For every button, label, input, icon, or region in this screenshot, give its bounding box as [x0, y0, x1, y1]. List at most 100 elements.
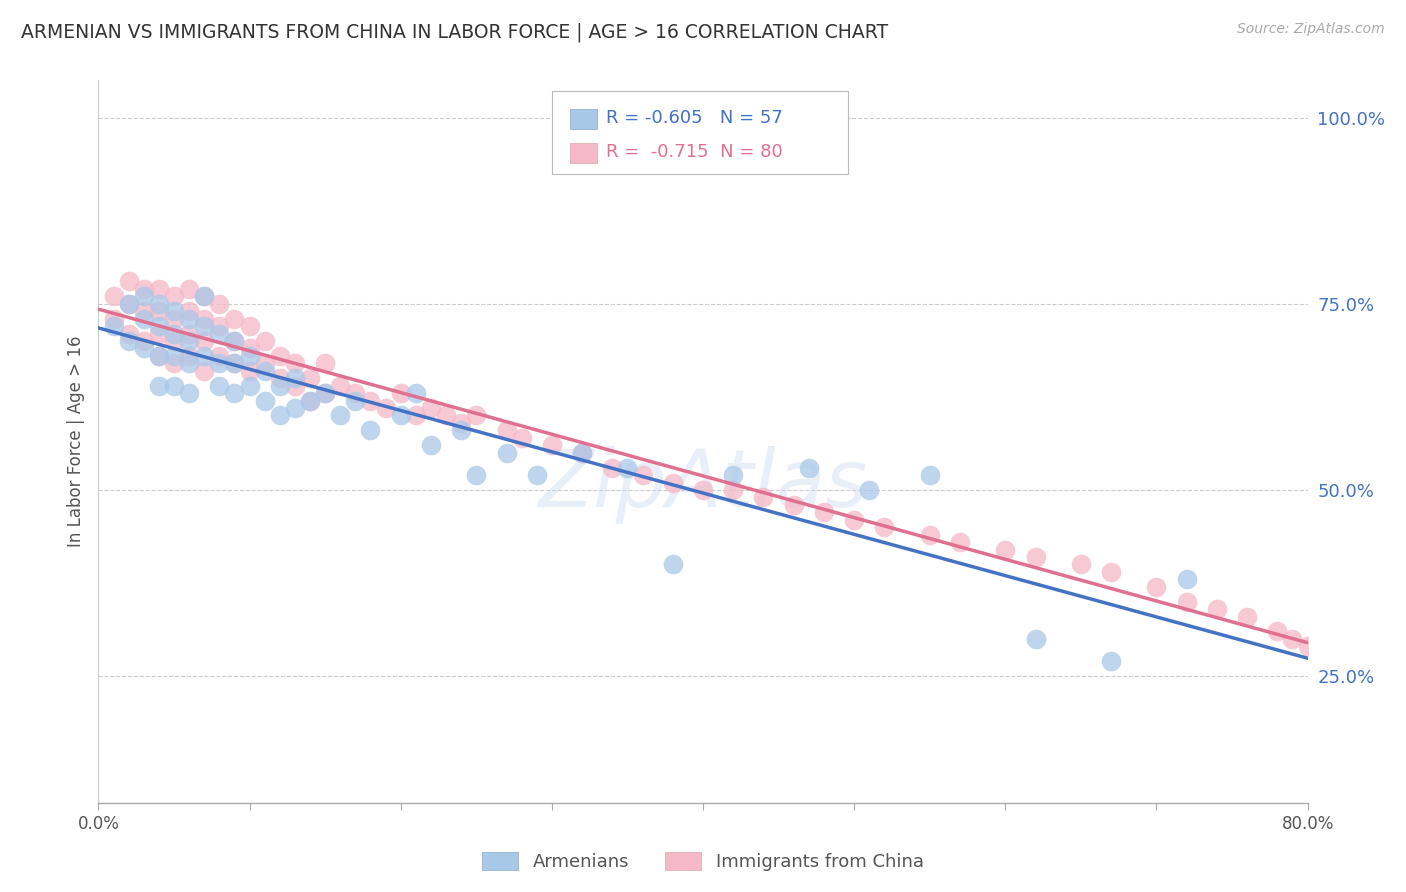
- Point: [132, 342, 155, 356]
- Point: [148, 297, 170, 311]
- Point: [602, 460, 624, 475]
- Point: [148, 378, 170, 392]
- Point: [193, 334, 215, 348]
- Point: [148, 326, 170, 341]
- Text: Source: ZipAtlas.com: Source: ZipAtlas.com: [1237, 22, 1385, 37]
- Point: [179, 311, 201, 326]
- Point: [253, 334, 276, 348]
- Point: [692, 483, 714, 497]
- Point: [239, 349, 262, 363]
- Point: [510, 431, 533, 445]
- Point: [360, 393, 382, 408]
- Point: [103, 319, 125, 334]
- Point: [495, 446, 517, 460]
- Point: [132, 304, 155, 318]
- Point: [1281, 632, 1303, 646]
- Point: [661, 475, 683, 490]
- Point: [723, 468, 745, 483]
- Point: [103, 289, 125, 303]
- Point: [571, 446, 593, 460]
- Point: [450, 423, 472, 437]
- Point: [163, 326, 186, 341]
- Point: [465, 409, 488, 423]
- Point: [179, 326, 201, 341]
- Point: [193, 349, 215, 363]
- Point: [858, 483, 880, 497]
- Point: [193, 289, 215, 303]
- Point: [344, 393, 367, 408]
- Text: R = -0.605   N = 57: R = -0.605 N = 57: [606, 109, 783, 128]
- Point: [193, 364, 215, 378]
- Point: [389, 409, 412, 423]
- Point: [1236, 609, 1258, 624]
- Point: [224, 334, 246, 348]
- Point: [118, 297, 141, 311]
- Point: [163, 356, 186, 370]
- Point: [495, 423, 517, 437]
- Point: [994, 542, 1017, 557]
- Point: [873, 520, 896, 534]
- Point: [360, 423, 382, 437]
- Point: [239, 364, 262, 378]
- Point: [526, 468, 548, 483]
- Point: [163, 304, 186, 318]
- Point: [224, 334, 246, 348]
- Point: [918, 468, 941, 483]
- Point: [224, 356, 246, 370]
- Point: [179, 334, 201, 348]
- Point: [193, 311, 215, 326]
- Point: [284, 401, 307, 415]
- Point: [148, 319, 170, 334]
- Point: [389, 386, 412, 401]
- Point: [314, 356, 336, 370]
- Point: [118, 334, 141, 348]
- Point: [163, 378, 186, 392]
- Point: [631, 468, 654, 483]
- Point: [148, 349, 170, 363]
- Point: [132, 334, 155, 348]
- Point: [374, 401, 396, 415]
- Point: [224, 356, 246, 370]
- Point: [132, 289, 155, 303]
- Point: [752, 491, 775, 505]
- Point: [1099, 565, 1122, 579]
- Point: [314, 386, 336, 401]
- Point: [118, 326, 141, 341]
- Point: [193, 289, 215, 303]
- Point: [450, 416, 472, 430]
- Point: [1144, 580, 1167, 594]
- Point: [208, 297, 231, 311]
- Point: [208, 319, 231, 334]
- Point: [179, 304, 201, 318]
- Point: [284, 378, 307, 392]
- Point: [224, 311, 246, 326]
- Point: [239, 342, 262, 356]
- Point: [540, 438, 562, 452]
- FancyBboxPatch shape: [551, 91, 848, 174]
- Point: [269, 371, 291, 385]
- Point: [148, 282, 170, 296]
- Point: [1175, 572, 1198, 586]
- Point: [420, 401, 443, 415]
- Point: [314, 386, 336, 401]
- Text: R =  -0.715  N = 80: R = -0.715 N = 80: [606, 144, 783, 161]
- Point: [299, 371, 322, 385]
- Point: [269, 349, 291, 363]
- Point: [118, 297, 141, 311]
- Point: [1175, 595, 1198, 609]
- Point: [163, 349, 186, 363]
- Point: [284, 356, 307, 370]
- Point: [208, 326, 231, 341]
- Point: [193, 319, 215, 334]
- Point: [465, 468, 488, 483]
- Point: [299, 393, 322, 408]
- Point: [163, 311, 186, 326]
- Point: [208, 356, 231, 370]
- Point: [179, 349, 201, 363]
- Point: [405, 386, 427, 401]
- Point: [253, 356, 276, 370]
- Point: [661, 558, 683, 572]
- Point: [329, 378, 352, 392]
- Point: [239, 319, 262, 334]
- Point: [208, 378, 231, 392]
